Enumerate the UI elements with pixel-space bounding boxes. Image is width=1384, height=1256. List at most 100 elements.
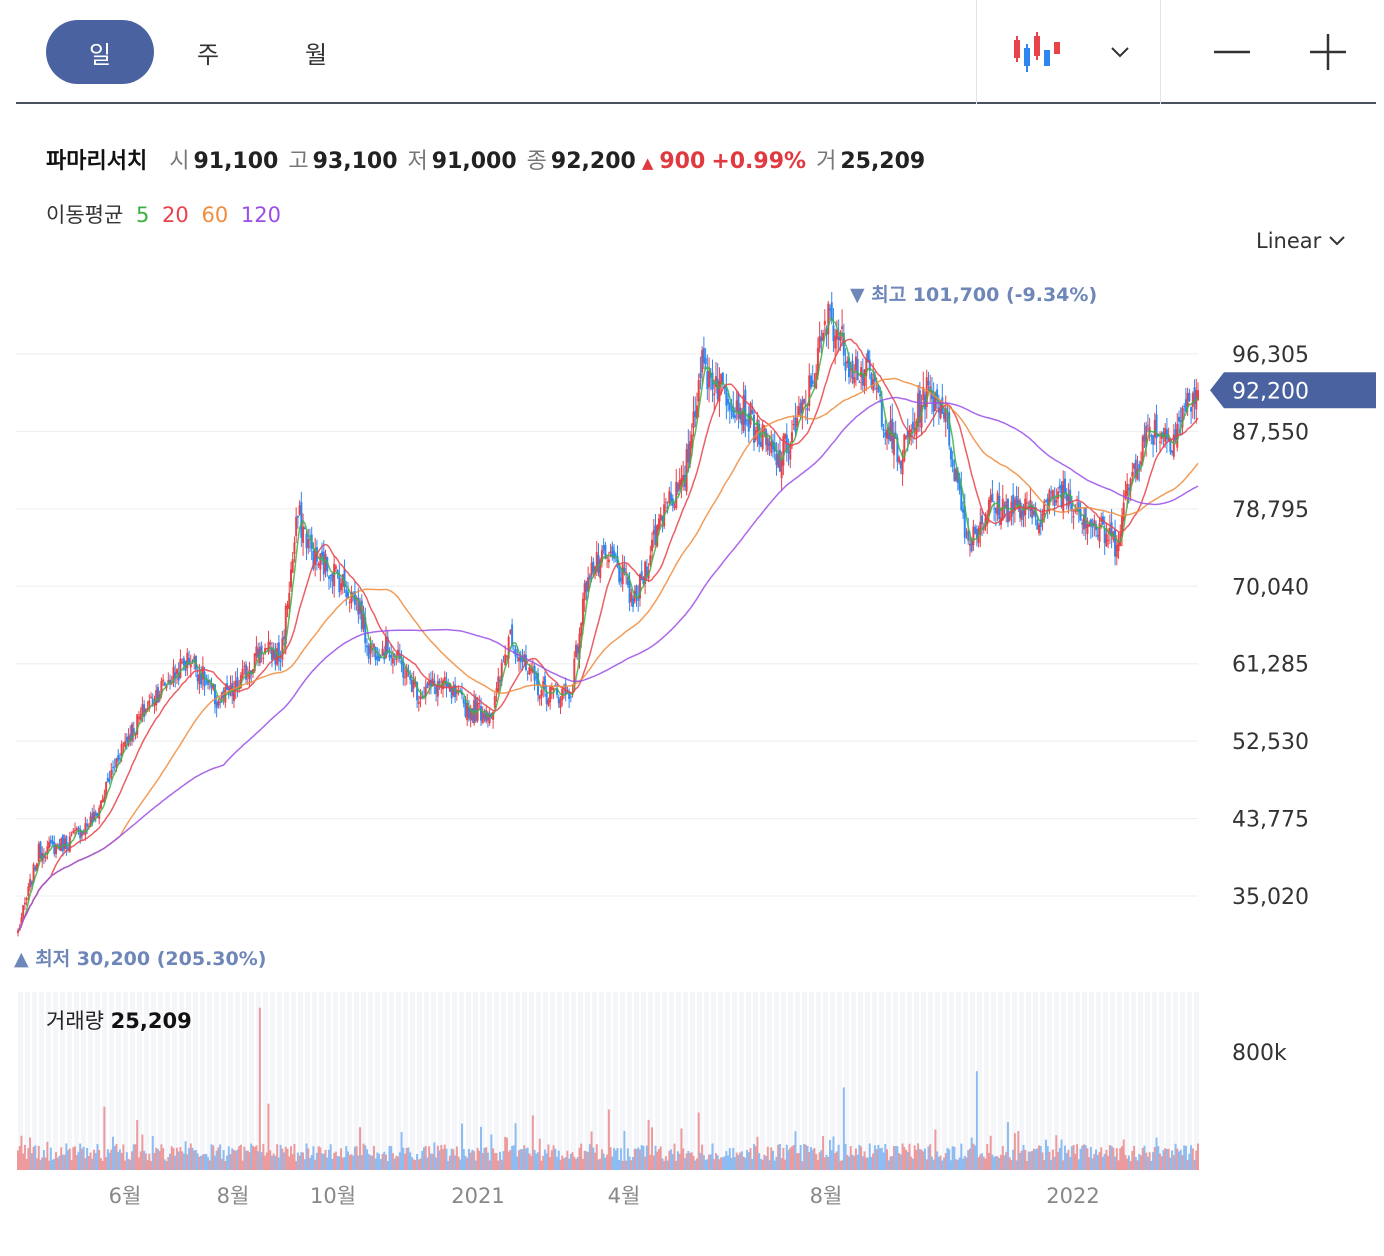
volume-bar [359,1127,362,1170]
volume-bar [730,1157,733,1170]
volume-stripe [718,992,723,1170]
volume-stripe [403,992,408,1170]
volume-bar [1041,1152,1044,1170]
candle-body [816,348,819,375]
volume-bar [238,1146,241,1170]
volume-bar [110,1149,113,1170]
volume-bar [903,1146,906,1170]
volume-stripe [452,992,457,1170]
candle-body [423,695,426,697]
volume-bar [500,1159,503,1170]
candle-body [412,679,415,689]
candle-body [910,429,913,432]
candle-body [740,411,743,425]
volume-bar [74,1146,77,1170]
volume-bar [82,1146,85,1170]
volume-stripe [753,992,758,1170]
volume-bar [1157,1146,1160,1170]
volume-bar [991,1154,994,1170]
volume-bar [1122,1139,1125,1170]
candle-body [751,410,754,415]
volume-bar [67,1150,70,1170]
minus-icon[interactable] [1212,26,1252,78]
candle-body [511,624,514,646]
volume-bar [884,1143,887,1170]
candle-body [965,533,968,535]
candle-body [80,831,83,837]
volume-bar [811,1149,814,1170]
plus-icon[interactable] [1308,26,1348,78]
volume-bar [642,1146,645,1170]
volume-bar [889,1156,892,1170]
volume-bar [459,1159,462,1170]
volume-bar [329,1144,332,1170]
candle-body [687,444,690,463]
current-price-tag [1210,372,1376,409]
candle-body [846,360,849,364]
ma-5-line [17,316,1199,931]
candle-body [1122,502,1125,521]
candle-body [1079,508,1082,521]
candle-body [564,683,567,694]
volume-stripe [340,992,345,1170]
candle-body [125,736,128,743]
tab-monthly[interactable]: 월 [304,40,328,69]
candle-body [666,506,669,509]
volume-bar [279,1144,282,1170]
candle-body [1160,433,1163,439]
candle-body [75,828,78,831]
volume-bar [414,1160,417,1170]
volume-bar [112,1136,115,1170]
candle-body [728,403,731,411]
candle-body [777,453,780,468]
volume-bar [352,1155,355,1170]
volume-stripe [774,992,779,1170]
volume-bar [792,1145,795,1170]
candle-body [1003,504,1006,506]
scale-dropdown[interactable]: Linear [1256,229,1345,253]
volume-bar [1112,1147,1115,1170]
volume-stripe [592,992,597,1170]
volume-bar [452,1149,455,1170]
volume-bar [1153,1147,1156,1170]
volume-bar [51,1159,54,1170]
volume-stripe [648,992,653,1170]
volume-bar [505,1137,508,1170]
candle-body [1141,436,1144,462]
volume-bar [752,1144,755,1170]
volume-bar [799,1145,802,1170]
candle-body [547,699,550,706]
candle-body [1183,406,1186,408]
candle-body [616,555,619,568]
volume-bar [1164,1148,1167,1170]
volume-bar [65,1143,68,1170]
volume-stripe [389,992,394,1170]
candlestick-icon[interactable] [1006,26,1068,78]
candle-body [410,679,413,693]
volume-bar [250,1143,253,1170]
tab-daily[interactable]: 일 [46,20,154,84]
candle-body [1131,471,1134,477]
candle-body [770,440,773,453]
volume-bar [155,1147,158,1170]
candle-body [91,813,94,823]
candle-body [613,550,616,559]
chevron-down-icon[interactable] [1102,26,1138,78]
candle-body [588,575,591,580]
candle-body [673,506,676,509]
candle-body [243,666,246,668]
candle-body [1129,478,1132,492]
price-chart[interactable]: 96,305 87,550 78,795 70,040 61,285 52,530 43,7… [0,260,1384,1220]
volume-bar [979,1154,982,1170]
y-tick-label: 43,775 [1232,808,1309,833]
tab-weekly[interactable]: 주 [196,40,220,69]
candle-body [101,799,104,803]
volume-bar [595,1144,598,1170]
candle-body [545,693,548,704]
volume-legend-value: 25,209 [110,1009,192,1033]
volume-bar [789,1147,792,1170]
candle-body [257,648,260,659]
volume-bar [1070,1146,1073,1170]
candle-body [530,668,533,672]
volume-bar [768,1160,771,1170]
